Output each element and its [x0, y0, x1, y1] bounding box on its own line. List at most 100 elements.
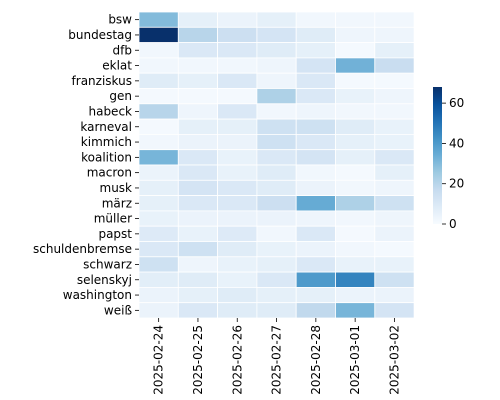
heatmap-cell-gen-2025-02-25	[177, 88, 219, 105]
heatmap-cell-musk-2025-03-01	[335, 179, 376, 197]
heatmap-cell-schuldenbremse-2025-02-26	[217, 241, 258, 258]
heatmap-cell-washington-2025-03-01	[335, 286, 376, 304]
heatmap-cell-karneval-2025-02-25	[177, 118, 219, 135]
heatmap-cell-koalition-2025-02-24	[138, 149, 179, 166]
heatmap-cell-dfb-2025-03-02	[374, 42, 415, 59]
heatmap-cell-bundestag-2025-02-26	[217, 26, 258, 43]
heatmap-cell-dfb-2025-02-28	[295, 42, 336, 59]
heatmap-cell-dfb-2025-02-27	[256, 42, 297, 59]
row-label-märz: märz	[102, 196, 132, 210]
heatmap-cell-kimmich-2025-02-28	[295, 133, 336, 151]
heatmap-cell-bsw-2025-03-02	[374, 11, 415, 28]
heatmap-cell-franziskus-2025-03-01	[335, 72, 376, 89]
heatmap-cell-schwarz-2025-02-27	[256, 256, 297, 273]
heatmap-cell-weiß-2025-03-02	[374, 302, 415, 319]
column-label-2025-03-02: 2025-03-02	[387, 325, 401, 395]
heatmap-cell-schuldenbremse-2025-03-01	[335, 241, 376, 258]
heatmap-cell-macron-2025-03-02	[374, 164, 415, 181]
heatmap-cell-papst-2025-03-01	[335, 225, 376, 242]
heatmap-cell-bsw-2025-02-24	[138, 11, 179, 28]
column-label-2025-02-25: 2025-02-25	[191, 325, 205, 395]
column-labels: 2025-02-24 2025-02-25 2025-02-26 2025-02-27…	[152, 318, 401, 395]
heatmap-cell-gen-2025-02-27	[256, 88, 297, 105]
row-label-eklat: eklat	[102, 59, 132, 73]
heatmap-cell-macron-2025-02-24	[138, 164, 179, 181]
heatmap-cell-kimmich-2025-02-27	[256, 133, 297, 151]
row-label-gen: gen	[109, 89, 132, 103]
heatmap-cell-washington-2025-02-28	[295, 286, 336, 304]
heatmap-cell-macron-2025-02-25	[177, 164, 219, 181]
column-label-2025-03-01: 2025-03-01	[348, 325, 362, 395]
column-label-2025-02-26: 2025-02-26	[230, 325, 244, 395]
heatmap-cell-selenskyj-2025-03-01	[335, 271, 376, 288]
heatmap-cell-weiß-2025-02-25	[177, 302, 219, 319]
column-label-2025-02-24: 2025-02-24	[152, 325, 166, 395]
heatmap-cell-koalition-2025-03-02	[374, 149, 415, 166]
heatmap-cell-gen-2025-02-28	[295, 88, 336, 105]
heatmap-cell-kimmich-2025-03-02	[374, 133, 415, 151]
colorbar-tick-label: 20	[449, 177, 464, 191]
heatmap-cell-habeck-2025-02-24	[138, 103, 179, 120]
heatmap-cell-eklat-2025-02-24	[138, 57, 179, 74]
heatmap-cell-eklat-2025-03-02	[374, 57, 415, 74]
heatmap-cell-musk-2025-02-24	[138, 179, 179, 197]
column-label-2025-02-28: 2025-02-28	[309, 325, 323, 395]
row-label-weiß: weiß	[104, 303, 133, 317]
heatmap-cell-habeck-2025-02-25	[177, 103, 219, 120]
heatmap-cell-karneval-2025-02-28	[295, 118, 336, 135]
heatmap-cell-weiß-2025-02-26	[217, 302, 258, 319]
heatmap-cell-koalition-2025-02-28	[295, 149, 336, 166]
heatmap-cell-eklat-2025-02-28	[295, 57, 336, 74]
heatmap-cell-macron-2025-03-01	[335, 164, 376, 181]
heatmap-cell-washington-2025-02-24	[138, 286, 179, 304]
heatmap-cell-schuldenbremse-2025-02-28	[295, 241, 336, 258]
row-label-bsw: bsw	[108, 13, 132, 27]
heatmap-cell-schuldenbremse-2025-02-27	[256, 241, 297, 258]
heatmap-cell-franziskus-2025-02-27	[256, 72, 297, 89]
heatmap-cell-gen-2025-02-26	[217, 88, 258, 105]
heatmap-cell-märz-2025-03-02	[374, 195, 415, 212]
heatmap-cell-schwarz-2025-03-02	[374, 256, 415, 273]
colorbar-tick-label: 0	[449, 217, 457, 231]
heatmap-cell-kimmich-2025-02-25	[177, 133, 219, 151]
heatmap-cell-franziskus-2025-03-02	[374, 72, 415, 89]
colorbar-tick-label: 60	[449, 96, 464, 110]
heatmap-cell-müller-2025-02-26	[217, 210, 258, 227]
heatmap-cell-gen-2025-03-01	[335, 88, 376, 105]
heatmap-cell-bsw-2025-02-27	[256, 11, 297, 28]
heatmap-cell-washington-2025-02-26	[217, 286, 258, 304]
heatmap-cell-schwarz-2025-02-25	[177, 256, 219, 273]
row-label-schuldenbremse: schuldenbremse	[33, 242, 132, 256]
heatmap-cell-habeck-2025-02-28	[295, 103, 336, 120]
heatmap-cell-karneval-2025-02-26	[217, 118, 258, 135]
heatmap-cell-selenskyj-2025-02-26	[217, 271, 258, 288]
colorbar-ticks: 0 20 40 60	[442, 96, 464, 231]
heatmap-cell-selenskyj-2025-02-24	[138, 271, 179, 288]
heatmap-cell-koalition-2025-03-01	[335, 149, 376, 166]
heatmap-cell-koalition-2025-02-25	[177, 149, 219, 166]
heatmap-cell-märz-2025-02-24	[138, 195, 179, 212]
colorbar-gradient	[433, 87, 442, 224]
heatmap-cells	[138, 11, 415, 319]
heatmap-cell-eklat-2025-02-26	[217, 57, 258, 74]
row-label-bundestag: bundestag	[68, 28, 132, 42]
heatmap-cell-selenskyj-2025-02-28	[295, 271, 336, 288]
row-label-koalition: koalition	[81, 150, 132, 164]
heatmap-cell-weiß-2025-02-28	[295, 302, 336, 319]
heatmap-cell-weiß-2025-02-27	[256, 302, 297, 319]
heatmap-cell-bsw-2025-02-28	[295, 11, 336, 28]
heatmap-cell-märz-2025-02-26	[217, 195, 258, 212]
heatmap-cell-washington-2025-03-02	[374, 286, 415, 304]
colorbar: 0 20 40 60	[433, 87, 464, 231]
heatmap-cell-schuldenbremse-2025-02-25	[177, 241, 219, 258]
heatmap-cell-märz-2025-02-27	[256, 195, 297, 212]
heatmap-cell-müller-2025-02-28	[295, 210, 336, 227]
heatmap-cell-eklat-2025-03-01	[335, 57, 376, 74]
heatmap-cell-kimmich-2025-02-24	[138, 133, 179, 151]
row-label-schwarz: schwarz	[83, 257, 132, 271]
colorbar-tick-label: 40	[449, 136, 464, 150]
heatmap-cell-bundestag-2025-02-27	[256, 26, 297, 43]
row-label-kimmich: kimmich	[81, 135, 132, 149]
heatmap-cell-bundestag-2025-03-01	[335, 26, 376, 43]
